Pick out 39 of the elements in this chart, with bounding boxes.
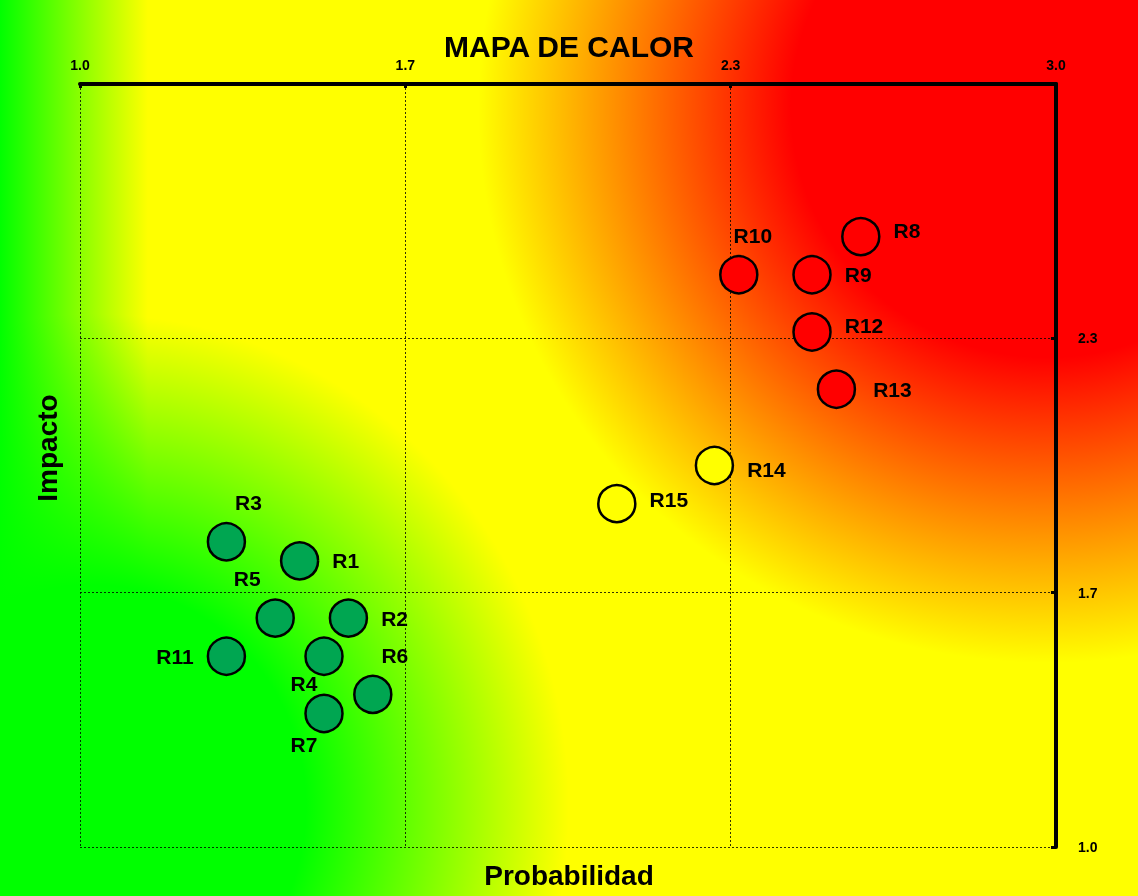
series-label: R9 <box>844 263 872 287</box>
point <box>328 598 369 638</box>
series-label: R10 <box>733 224 773 247</box>
series-label: R11 <box>156 644 194 668</box>
series-label: R7 <box>290 733 318 757</box>
y-axis-title: Impacto <box>31 394 63 502</box>
chart-title: MAPA DE CALOR <box>444 29 695 63</box>
x-tick-label: 1.7 <box>395 57 416 73</box>
series-label: R4 <box>290 672 318 695</box>
series-label: R15 <box>649 488 689 512</box>
series-label: R13 <box>873 377 912 401</box>
y-tick-label: 1.7 <box>1078 584 1098 601</box>
series-label: R6 <box>381 643 409 667</box>
x-axis-title: Probabilidad <box>484 859 654 891</box>
point <box>279 541 320 581</box>
y-tick-label: 1.0 <box>1078 839 1098 855</box>
x-tick-label: 3.0 <box>1046 57 1066 73</box>
series-label: R12 <box>844 314 884 338</box>
x-tick-label: 1.0 <box>70 57 90 73</box>
series-label: R1 <box>332 549 360 573</box>
point <box>792 312 832 352</box>
point <box>719 255 759 295</box>
point <box>304 693 344 734</box>
point <box>304 636 344 676</box>
point <box>694 445 735 486</box>
point <box>792 255 832 295</box>
x-tick-label: 2.3 <box>720 57 741 73</box>
series-label: R8 <box>893 219 921 243</box>
point <box>816 369 857 409</box>
point <box>206 636 247 676</box>
point <box>353 674 393 715</box>
series-label: R5 <box>233 567 261 591</box>
series-label: R3 <box>234 491 262 515</box>
point <box>255 598 295 638</box>
point <box>206 522 247 562</box>
series-label: R14 <box>747 458 786 481</box>
series-label: R2 <box>381 606 409 630</box>
point <box>841 216 881 257</box>
y-tick-label: 2.3 <box>1078 330 1098 347</box>
